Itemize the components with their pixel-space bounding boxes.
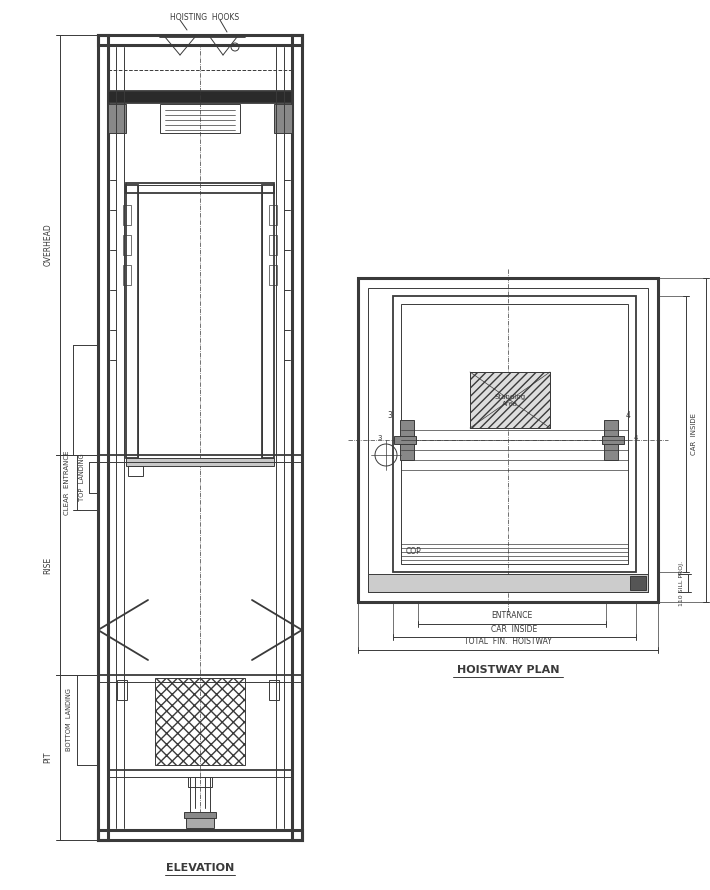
Bar (400, 420, 414, 460)
Bar (470, 372, 550, 428)
Bar (117, 680, 127, 700)
Text: RISE: RISE (43, 556, 53, 573)
Text: 110 SILL PROJ.: 110 SILL PROJ. (679, 561, 684, 605)
Text: BOTTOM  LANDING: BOTTOM LANDING (66, 689, 72, 751)
Text: CAR  INSIDE: CAR INSIDE (691, 413, 697, 455)
Bar (604, 420, 618, 460)
Text: PIT: PIT (43, 752, 53, 764)
Bar (269, 205, 277, 225)
Bar (108, 104, 126, 133)
Bar (274, 104, 292, 133)
Bar (401, 304, 628, 564)
Text: 3: 3 (378, 435, 382, 441)
Bar (188, 777, 212, 787)
Text: 4: 4 (634, 435, 638, 441)
Bar (393, 296, 636, 572)
Bar (269, 235, 277, 255)
Bar (126, 185, 138, 458)
Text: CLEAR  ENTRANCE: CLEAR ENTRANCE (64, 450, 70, 514)
Bar (394, 436, 416, 444)
Bar (155, 678, 245, 765)
Bar (358, 278, 658, 602)
Text: TOTAL  FIN.  HOISTWAY: TOTAL FIN. HOISTWAY (464, 637, 552, 646)
Text: HOISTING  HOOKS: HOISTING HOOKS (170, 12, 239, 21)
Bar (602, 436, 624, 444)
Text: HOISTWAY PLAN: HOISTWAY PLAN (457, 665, 559, 675)
Bar (98, 35, 302, 45)
Bar (123, 265, 131, 285)
Bar (108, 91, 292, 103)
Bar (368, 574, 648, 592)
Bar (184, 812, 216, 818)
Bar (126, 458, 274, 466)
Bar (98, 830, 302, 840)
Bar (368, 288, 648, 592)
Text: 3: 3 (388, 410, 393, 419)
Bar (186, 816, 214, 828)
Bar (160, 104, 240, 133)
Bar (98, 35, 108, 840)
Bar (292, 35, 302, 840)
Bar (123, 235, 131, 255)
Text: 4: 4 (626, 410, 630, 419)
Text: ENTRANCE: ENTRANCE (491, 611, 532, 620)
Text: OVERHEAD: OVERHEAD (43, 223, 53, 266)
Text: COP: COP (405, 547, 421, 556)
Text: ELEVATION: ELEVATION (166, 863, 234, 873)
Bar (128, 466, 143, 476)
Bar (470, 372, 550, 428)
Text: Standing
Area: Standing Area (494, 393, 525, 407)
Bar (269, 265, 277, 285)
Bar (123, 205, 131, 225)
Bar (126, 183, 274, 193)
Text: TOP  LANDING: TOP LANDING (79, 453, 85, 501)
Bar (262, 185, 274, 458)
Bar (269, 680, 279, 700)
Text: CAR  INSIDE: CAR INSIDE (491, 625, 537, 634)
Bar (138, 185, 262, 458)
Bar (630, 576, 646, 590)
